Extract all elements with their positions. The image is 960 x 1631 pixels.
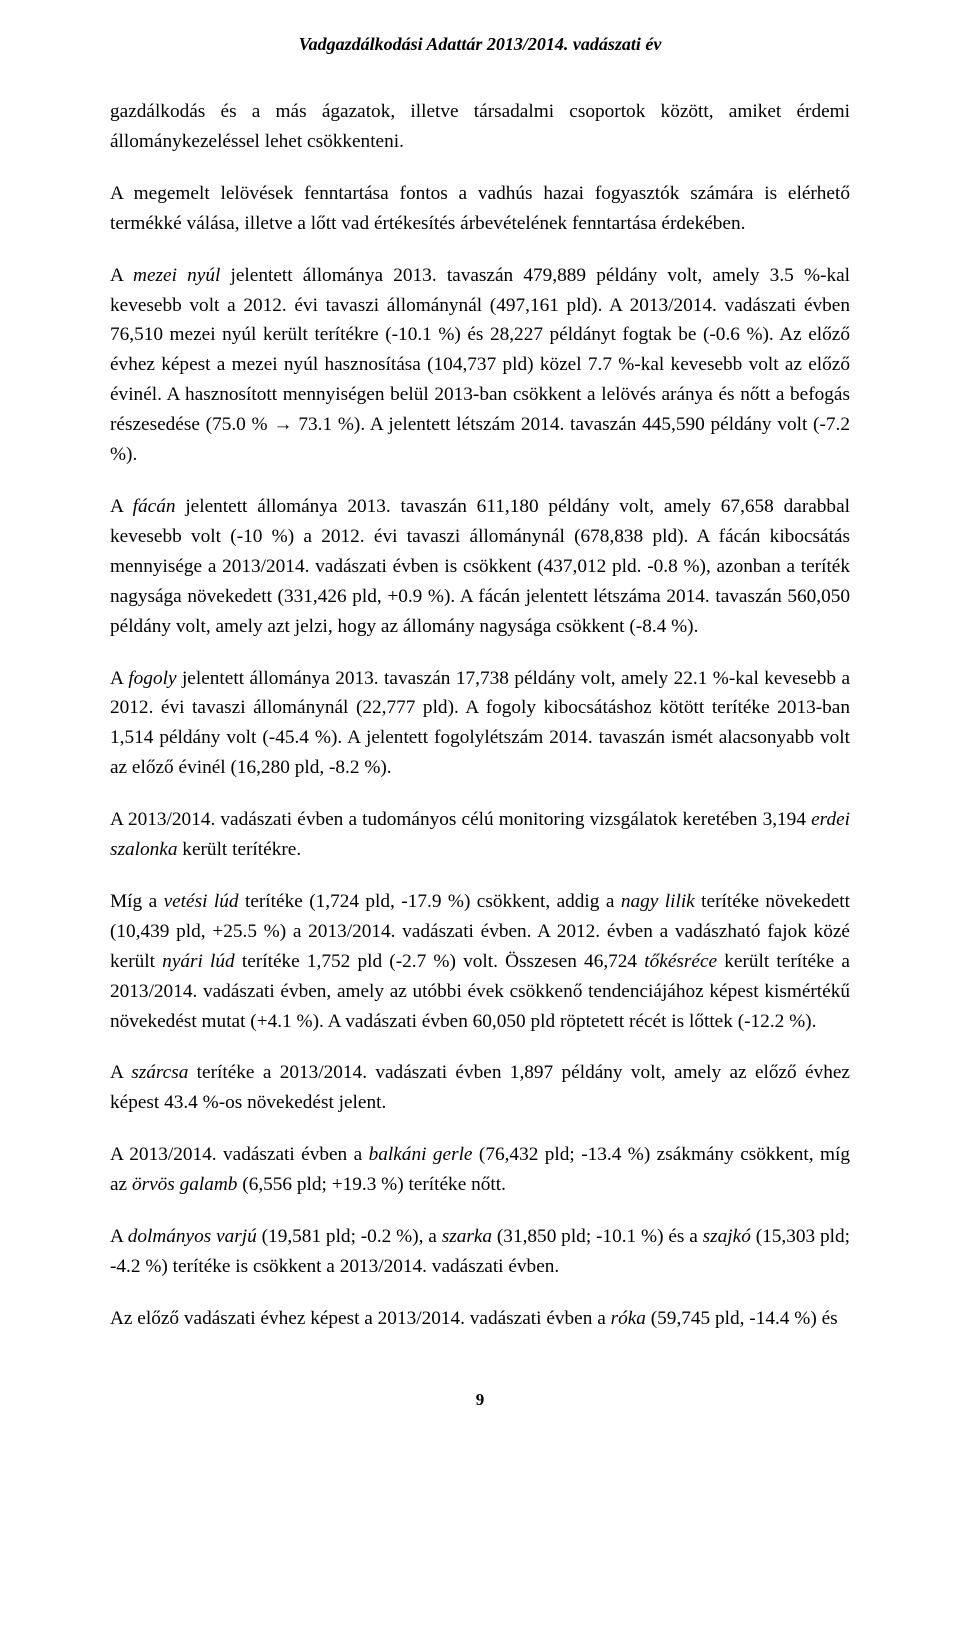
text-run: A bbox=[110, 1226, 128, 1247]
text-run: jelentett állománya 2013. tavaszán 479,8… bbox=[110, 265, 850, 465]
text-run: terítéke a 2013/2014. vadászati évben 1,… bbox=[110, 1062, 850, 1113]
italic-term: szárcsa bbox=[131, 1062, 188, 1083]
text-run: A 2013/2014. vadászati évben a bbox=[110, 1144, 369, 1165]
text-run: (59,745 pld, -14.4 %) és bbox=[646, 1308, 838, 1329]
text-run: jelentett állománya 2013. tavaszán 611,1… bbox=[110, 496, 850, 637]
italic-term: mezei nyúl bbox=[133, 265, 220, 286]
text-run: A bbox=[110, 496, 133, 517]
text-run: terítéke (1,724 pld, -17.9 %) csökkent, … bbox=[239, 891, 621, 912]
italic-term: fácán bbox=[133, 496, 176, 517]
text-run: Az előző vadászati évhez képest a 2013/2… bbox=[110, 1308, 611, 1329]
text-run: A bbox=[110, 1062, 131, 1083]
paragraph: A mezei nyúl jelentett állománya 2013. t… bbox=[110, 261, 850, 470]
paragraph: A megemelt lelövések fenntartása fontos … bbox=[110, 179, 850, 239]
text-run: (6,556 pld; +19.3 %) terítéke nőtt. bbox=[237, 1174, 505, 1195]
italic-term: örvös galamb bbox=[132, 1174, 238, 1195]
paragraph: A dolmányos varjú (19,581 pld; -0.2 %), … bbox=[110, 1222, 850, 1282]
text-run: került terítékre. bbox=[177, 839, 301, 860]
paragraph: A fácán jelentett állománya 2013. tavasz… bbox=[110, 492, 850, 642]
paragraph: A 2013/2014. vadászati évben a tudományo… bbox=[110, 805, 850, 865]
paragraph: A fogoly jelentett állománya 2013. tavas… bbox=[110, 664, 850, 784]
text-run: terítéke 1,752 pld (-2.7 %) volt. Összes… bbox=[235, 951, 645, 972]
text-run: A megemelt lelövések fenntartása fontos … bbox=[110, 183, 850, 234]
text-run: gazdálkodás és a más ágazatok, illetve t… bbox=[110, 101, 850, 152]
running-header: Vadgazdálkodási Adattár 2013/2014. vadás… bbox=[110, 34, 850, 55]
italic-term: fogoly bbox=[128, 668, 176, 689]
text-run: (19,581 pld; -0.2 %), a bbox=[257, 1226, 442, 1247]
italic-term: róka bbox=[611, 1308, 646, 1329]
italic-term: szarka bbox=[442, 1226, 492, 1247]
italic-term: dolmányos varjú bbox=[128, 1226, 257, 1247]
page: Vadgazdálkodási Adattár 2013/2014. vadás… bbox=[0, 0, 960, 1631]
body-text: gazdálkodás és a más ágazatok, illetve t… bbox=[110, 97, 850, 1334]
text-run: A bbox=[110, 668, 128, 689]
italic-term: tőkésréce bbox=[644, 951, 717, 972]
paragraph: Míg a vetési lúd terítéke (1,724 pld, -1… bbox=[110, 887, 850, 1037]
text-run: A bbox=[110, 265, 133, 286]
italic-term: szajkó bbox=[703, 1226, 751, 1247]
paragraph: Az előző vadászati évhez képest a 2013/2… bbox=[110, 1304, 850, 1334]
italic-term: nagy lilik bbox=[621, 891, 695, 912]
text-run: A 2013/2014. vadászati évben a tudományo… bbox=[110, 809, 811, 830]
text-run: Míg a bbox=[110, 891, 164, 912]
italic-term: balkáni gerle bbox=[369, 1144, 473, 1165]
paragraph: A 2013/2014. vadászati évben a balkáni g… bbox=[110, 1140, 850, 1200]
paragraph: A szárcsa terítéke a 2013/2014. vadászat… bbox=[110, 1058, 850, 1118]
italic-term: nyári lúd bbox=[162, 951, 235, 972]
text-run: jelentett állománya 2013. tavaszán 17,73… bbox=[110, 668, 850, 779]
text-run: (31,850 pld; -10.1 %) és a bbox=[492, 1226, 703, 1247]
paragraph: gazdálkodás és a más ágazatok, illetve t… bbox=[110, 97, 850, 157]
italic-term: vetési lúd bbox=[164, 891, 239, 912]
page-number: 9 bbox=[110, 1390, 850, 1410]
